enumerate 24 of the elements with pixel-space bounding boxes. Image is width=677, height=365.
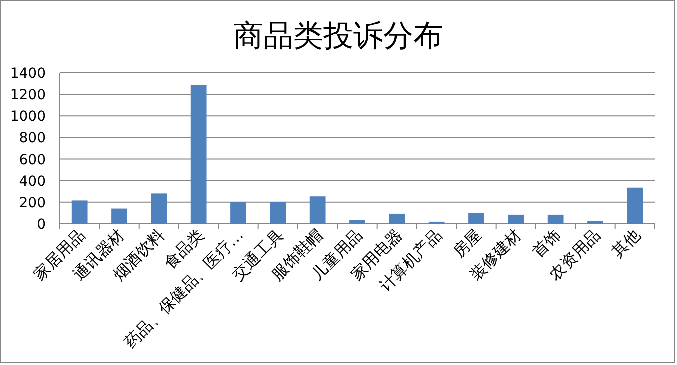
y-tick-label: 400: [19, 174, 46, 190]
bar: [230, 202, 246, 224]
bar: [389, 214, 406, 224]
y-tick-label: 1000: [10, 109, 46, 126]
y-tick-label: 1400: [10, 66, 46, 82]
y-tick-label: 800: [19, 130, 46, 147]
chart-title: 商品类投诉分布: [234, 19, 444, 54]
bar: [270, 202, 286, 224]
bar: [112, 208, 128, 224]
y-tick-label: 200: [19, 195, 46, 212]
bar: [548, 214, 564, 224]
bar: [588, 220, 604, 224]
y-tick-label: 0: [37, 217, 46, 233]
x-tick-label: 其他: [608, 225, 644, 262]
bar: [72, 200, 88, 224]
bar: [151, 194, 168, 224]
bar: [350, 220, 366, 224]
bar: [468, 213, 484, 224]
bar: [508, 214, 524, 224]
bar: [190, 85, 207, 224]
bar: [627, 188, 644, 224]
bar: [310, 196, 326, 224]
y-tick-label: 600: [19, 152, 46, 168]
y-tick-label: 1200: [10, 88, 46, 104]
